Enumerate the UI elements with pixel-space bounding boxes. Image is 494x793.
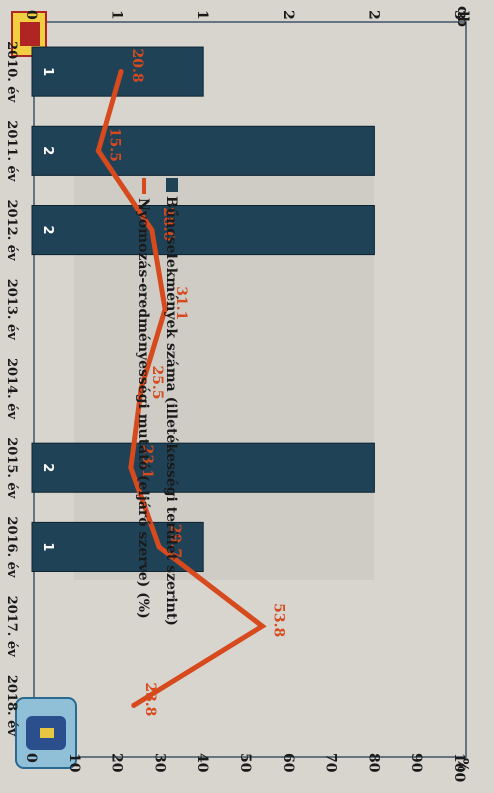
line-point <box>128 465 134 471</box>
line-value-label: 15.5 <box>106 128 122 162</box>
right-tick-label: 20 <box>109 753 125 773</box>
bar <box>31 442 375 493</box>
right-tick-label: 100 <box>451 753 467 782</box>
right-tick-label: 80 <box>365 753 381 773</box>
line-point <box>138 386 144 391</box>
legend-label-bars: Bűncselekmények száma (illetékességi ter… <box>163 196 179 626</box>
left-tick-label: 2 <box>365 10 381 20</box>
bar-value-label: 1 <box>40 542 55 551</box>
left-axis: 0 1 1 2 2 3 <box>23 10 467 20</box>
bar <box>31 521 204 573</box>
right-tick-label: 40 <box>194 753 210 773</box>
left-tick-label: 3 <box>451 10 467 20</box>
x-tick-label: 2013. év <box>4 279 19 341</box>
x-tick-label: 2018. év <box>4 675 19 737</box>
line-value-label: 25.5 <box>149 365 165 399</box>
plot-border <box>33 21 467 758</box>
line-value-label: 20.8 <box>129 49 145 83</box>
x-tick-label: 2010. év <box>4 41 19 103</box>
line-value-label: 29.7 <box>167 524 183 558</box>
line-point <box>131 702 137 708</box>
line-point <box>162 306 168 312</box>
x-tick-label: 2014. év <box>4 358 19 420</box>
right-tick-label: 50 <box>237 753 253 773</box>
line-point <box>118 69 124 75</box>
left-axis-title: db <box>454 6 472 27</box>
coat-of-arms-icon <box>15 697 77 769</box>
bar-value-label: 2 <box>40 463 55 472</box>
right-tick-label: 90 <box>408 753 424 773</box>
bar <box>31 204 375 256</box>
line-value-label: 28.0 <box>160 207 176 241</box>
line-value-label: 53.8 <box>270 603 286 637</box>
right-axis-title: % <box>454 758 472 772</box>
right-tick-label: 0 <box>23 753 39 763</box>
bar-value-label: 2 <box>40 226 55 235</box>
left-tick-label: 1 <box>109 10 125 20</box>
line-value-label: 31.1 <box>173 286 189 320</box>
bar <box>31 125 375 176</box>
bar <box>31 46 204 97</box>
line-point <box>156 544 162 550</box>
x-tick-label: 2012. év <box>4 200 19 262</box>
bar-series: 1 2 2 2 1 <box>31 46 375 573</box>
x-tick-label: 2011. év <box>4 120 19 182</box>
line-value-label: 23.8 <box>142 682 158 716</box>
left-tick-label: 1 <box>194 10 210 20</box>
line-point <box>259 623 265 629</box>
legend-swatch-bars <box>166 178 178 192</box>
left-tick-label: 0 <box>23 10 39 20</box>
line-series: 20.8 15.5 28.0 31.1 25.5 23.1 29.7 53.8 23.8 <box>95 49 286 716</box>
right-tick-label: 30 <box>151 753 167 773</box>
right-tick-label: 70 <box>323 753 339 773</box>
legend-label-line: Nyomozás-eredményességi mutató (eljáró s… <box>135 198 151 619</box>
bar-value-label: 2 <box>40 146 55 155</box>
right-tick-label: 10 <box>66 753 82 773</box>
legend: Bűncselekmények száma (illetékességi ter… <box>135 178 179 626</box>
line-point <box>149 227 155 233</box>
line-value-label: 23.1 <box>139 445 155 479</box>
x-axis: 2010. év 2011. év 2012. év 2013. év 2014. év… <box>4 41 19 736</box>
bar-value-label: 1 <box>40 67 55 76</box>
left-tick-label: 2 <box>280 10 296 20</box>
right-tick-label: 60 <box>280 753 296 773</box>
right-axis: 0 10 20 30 40 50 60 70 80 90 100 <box>23 753 467 782</box>
x-tick-label: 2015. év <box>4 437 19 499</box>
line-point <box>95 148 101 154</box>
x-tick-label: 2017. év <box>4 596 19 658</box>
x-tick-label: 2016. év <box>4 516 19 578</box>
